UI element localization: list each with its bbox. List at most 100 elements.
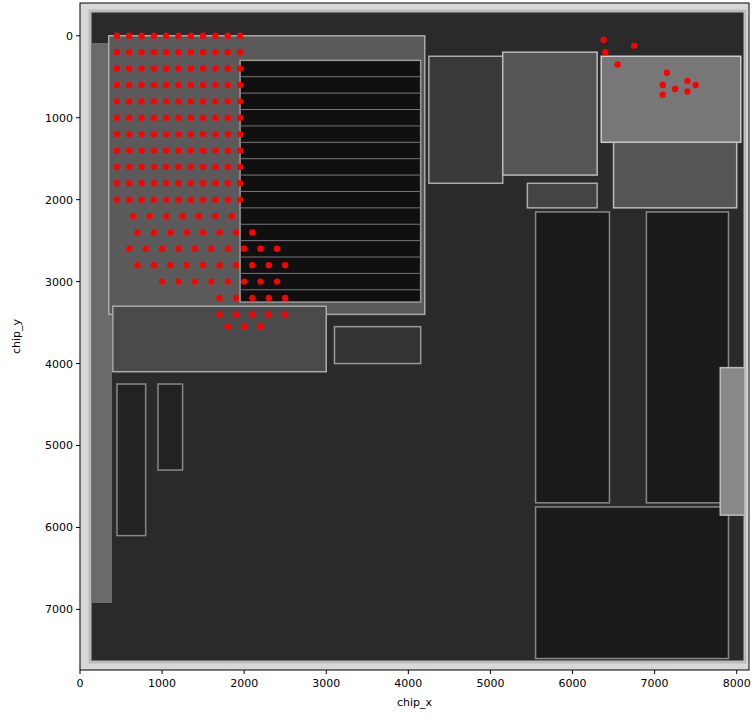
point [225,82,231,88]
point [114,180,120,186]
y-axis-title: chip_y [10,318,23,354]
point [188,49,194,55]
point [126,65,132,71]
point [225,115,231,121]
point [684,88,690,94]
point [200,180,206,186]
point [179,213,185,219]
point [175,33,181,39]
point [225,323,231,329]
y-tick [76,199,80,200]
point [159,278,165,284]
point [114,33,120,39]
y-tick [76,445,80,446]
point [212,213,218,219]
point [282,262,288,268]
point [151,131,157,137]
point [175,147,181,153]
point [225,131,231,137]
x-tick-label: 2000 [230,677,258,690]
x-tick-label: 0 [77,677,84,690]
point [151,229,157,235]
point [151,164,157,170]
point [212,131,218,137]
x-tick-label: 6000 [559,677,587,690]
y-tick [76,527,80,528]
point [138,147,144,153]
point [237,180,243,186]
point [257,278,263,284]
point [163,115,169,121]
point [601,37,607,43]
point [175,98,181,104]
point [151,115,157,121]
point [266,262,272,268]
point [163,131,169,137]
point [200,33,206,39]
point [188,65,194,71]
point [114,49,120,55]
point [266,295,272,301]
y-tick-label: 6000 [45,521,73,534]
point [134,262,140,268]
chip-image [80,3,749,670]
point [151,82,157,88]
point [225,65,231,71]
x-tick [408,670,409,674]
point [188,82,194,88]
point [126,49,132,55]
point [159,246,165,252]
point [175,82,181,88]
point [241,278,247,284]
point [225,164,231,170]
point [188,180,194,186]
x-tick-label: 5000 [476,677,504,690]
point [126,82,132,88]
point [241,323,247,329]
point [237,49,243,55]
point [151,33,157,39]
x-tick-label: 3000 [312,677,340,690]
point [175,164,181,170]
point [151,147,157,153]
point [660,82,666,88]
y-tick-label: 3000 [45,276,73,289]
point [138,131,144,137]
point [163,147,169,153]
point [151,196,157,202]
point [126,98,132,104]
point [212,164,218,170]
point [200,82,206,88]
x-tick [654,670,655,674]
point [212,196,218,202]
point [163,82,169,88]
point [266,311,272,317]
point [196,213,202,219]
point [216,295,222,301]
point [200,49,206,55]
x-tick [572,670,573,674]
point [126,147,132,153]
x-tick-label: 1000 [148,677,176,690]
point [126,131,132,137]
point [163,180,169,186]
point [212,98,218,104]
point [114,164,120,170]
point [692,82,698,88]
point [237,115,243,121]
point [151,262,157,268]
y-tick-label: 5000 [45,439,73,452]
point [282,311,288,317]
point [138,82,144,88]
point [233,262,239,268]
point [188,196,194,202]
point [208,246,214,252]
x-tick [162,670,163,674]
point [257,323,263,329]
point [163,164,169,170]
point [249,295,255,301]
point [660,92,666,98]
point [216,262,222,268]
point [175,49,181,55]
point [138,196,144,202]
